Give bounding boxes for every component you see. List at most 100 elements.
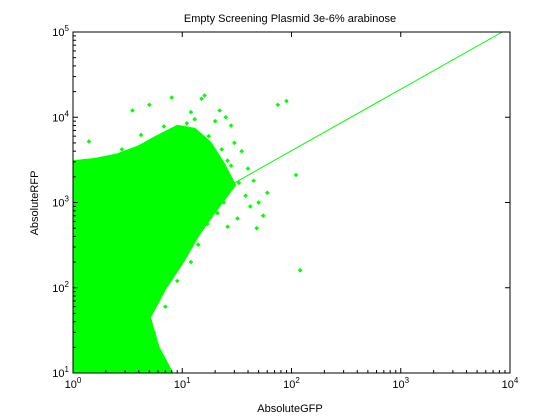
scatter-point: [174, 278, 180, 284]
scatter-point: [79, 159, 84, 165]
scatter-point: [284, 98, 289, 104]
scatter-point: [275, 102, 281, 108]
scatter-point: [169, 225, 174, 231]
scatter-point: [188, 109, 194, 115]
scatter-point: [79, 234, 84, 239]
scatter-point: [163, 213, 168, 219]
scatter-point: [199, 187, 204, 193]
scatter-point: [147, 102, 152, 108]
scatter-point: [73, 368, 76, 373]
scatter-points: [73, 93, 303, 373]
scatter-point: [225, 224, 230, 230]
scatter-point: [179, 234, 185, 239]
scatter-point: [138, 132, 144, 138]
scatter-point: [202, 93, 207, 98]
scatter-point: [134, 307, 139, 313]
x-tick-label: 102: [283, 376, 300, 391]
y-tick-label: 104: [52, 109, 69, 124]
scatter-point: [212, 196, 218, 202]
scatter-point: [192, 116, 197, 122]
scatter-point: [163, 304, 168, 309]
scatter-point: [217, 108, 222, 113]
scatter-point: [206, 133, 212, 139]
scatter-point: [151, 330, 157, 335]
scatter-point: [75, 270, 80, 276]
y-axis-label: AbsoluteRFP: [29, 171, 41, 236]
scatter-point: [215, 210, 220, 216]
scatter-point: [119, 147, 125, 152]
y-tick-label: 101: [52, 365, 69, 380]
scatter-point: [243, 193, 248, 199]
scatter-point: [182, 129, 187, 134]
scatter-point: [169, 250, 174, 255]
scatter-point: [225, 158, 230, 163]
scatter-point: [205, 221, 210, 227]
scatter-point: [159, 253, 165, 258]
scatter-point: [86, 287, 92, 292]
scatter-point: [75, 204, 80, 209]
scatter-point: [122, 259, 128, 265]
scatter-point: [169, 95, 174, 100]
x-tick-label: 101: [174, 376, 191, 391]
scatter-point: [116, 341, 121, 347]
scatter-point: [136, 244, 142, 250]
scatter-point: [184, 120, 190, 126]
scatter-point: [114, 174, 119, 180]
scatter-point: [151, 148, 157, 154]
fit-lines: [234, 32, 503, 184]
scatter-point: [179, 171, 185, 176]
scatter-point: [98, 367, 104, 372]
scatter-point: [228, 123, 234, 128]
scatter-point: [245, 166, 251, 171]
y-tick-label: 102: [52, 280, 69, 295]
point-cloud: [73, 124, 236, 373]
scatter-point: [174, 200, 180, 205]
scatter-point: [202, 208, 207, 214]
scatter-point: [207, 153, 213, 159]
scatter-point: [155, 193, 161, 199]
scatter-point: [251, 178, 256, 184]
scatter-point: [75, 358, 80, 363]
x-axis-label: AbsoluteGFP: [257, 403, 322, 415]
chart-title: Empty Screening Plasmid 3e-6% arabinose: [184, 13, 396, 25]
scatter-point: [174, 128, 180, 133]
scatter-point: [122, 324, 128, 329]
scatter-point: [194, 143, 199, 149]
y-axis: 101 102 103 104 105: [52, 24, 510, 380]
scatter-point: [228, 163, 234, 169]
scatter-point: [293, 172, 299, 178]
x-tick-label: 103: [392, 376, 409, 391]
scatter-point: [142, 204, 147, 209]
scatter-point: [184, 204, 190, 209]
scatter-point: [136, 159, 142, 165]
scatter-point: [236, 180, 242, 186]
scatter-point: [219, 147, 225, 152]
x-tick-label: 104: [502, 376, 519, 391]
scatter-point: [108, 225, 113, 231]
scatter-point: [264, 190, 270, 196]
fit-line: [234, 32, 503, 184]
scatter-point: [130, 108, 135, 113]
scatter-point: [210, 172, 216, 178]
x-tick-label: 100: [65, 376, 82, 391]
scatter-point: [89, 216, 95, 221]
scatter-point: [163, 137, 168, 142]
scatter-point: [79, 324, 84, 329]
scatter-point: [125, 213, 131, 219]
scatter-point: [256, 200, 261, 205]
scatter-point: [188, 185, 194, 190]
scatter-point: [161, 124, 167, 129]
scatter-point: [86, 139, 92, 144]
scatter-point: [98, 187, 104, 193]
scatter-point: [142, 289, 147, 294]
scatter-point: [212, 118, 218, 124]
scatter-point: [155, 268, 161, 273]
scatter-point: [83, 345, 88, 350]
scatter-point: [192, 219, 197, 224]
scatter-point: [223, 114, 229, 120]
scatter-point: [195, 162, 201, 167]
scatter-point: [172, 180, 177, 186]
scatter-point: [221, 200, 227, 205]
scatter-point: [199, 96, 204, 102]
